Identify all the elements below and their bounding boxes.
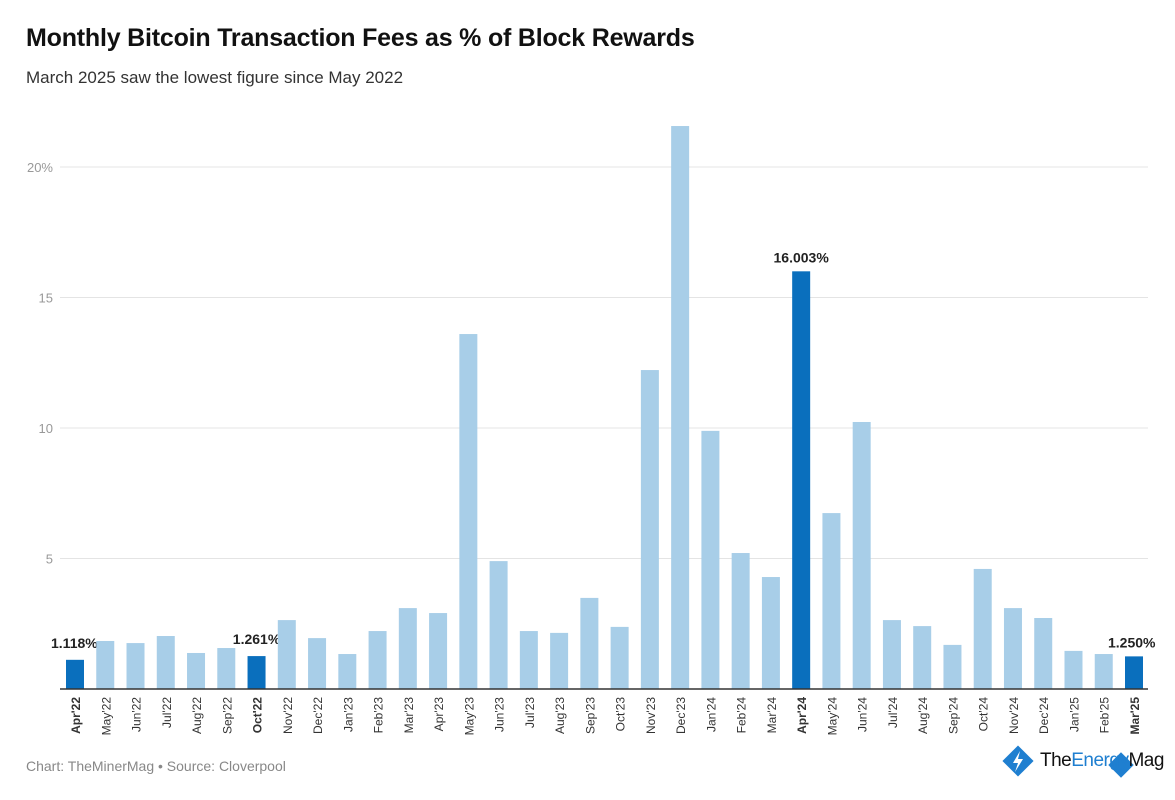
bar bbox=[277, 620, 296, 689]
x-tick-label: Nov'24 bbox=[1007, 697, 1021, 734]
data-label: 1.250% bbox=[1108, 634, 1156, 650]
data-label: 1.118% bbox=[51, 635, 98, 651]
source-footer: Chart: TheMinerMag • Source: Cloverpool bbox=[26, 758, 286, 774]
bar bbox=[398, 608, 417, 689]
x-tick-label: Jul'23 bbox=[523, 697, 537, 728]
bar bbox=[822, 513, 841, 689]
bar bbox=[489, 561, 508, 689]
bar bbox=[671, 126, 690, 689]
bar bbox=[459, 334, 478, 689]
x-tick-label: Mar'25 bbox=[1128, 697, 1142, 735]
x-tick-label: Jul'24 bbox=[886, 697, 900, 728]
bar bbox=[247, 656, 266, 689]
bar bbox=[66, 659, 84, 689]
bar bbox=[580, 597, 599, 689]
x-tick-label: Feb'23 bbox=[372, 697, 386, 734]
logo-text-mag: Mag bbox=[1128, 750, 1164, 771]
x-tick-label: Jan'25 bbox=[1067, 697, 1081, 732]
bar bbox=[1003, 608, 1022, 689]
x-tick-label: Sep'24 bbox=[946, 697, 960, 734]
data-label: 1.261% bbox=[233, 631, 281, 647]
x-tick-label: May'24 bbox=[825, 697, 839, 736]
bar bbox=[368, 631, 387, 689]
data-label: 16.003% bbox=[774, 249, 830, 265]
x-tick-label: Jun'22 bbox=[130, 697, 144, 732]
chart-subtitle: March 2025 saw the lowest figure since M… bbox=[26, 68, 404, 87]
bar bbox=[156, 636, 175, 689]
x-tick-label: Jun'24 bbox=[856, 697, 870, 732]
bar bbox=[701, 430, 720, 689]
bar bbox=[913, 626, 932, 689]
x-tick-label: Oct'23 bbox=[614, 697, 628, 732]
bar bbox=[610, 626, 629, 689]
x-tick-label: Jan'24 bbox=[704, 697, 718, 732]
x-tick-label: Apr'22 bbox=[69, 697, 83, 734]
bar bbox=[1125, 656, 1143, 689]
y-tick-label: 10 bbox=[39, 421, 53, 436]
x-tick-label: Dec'24 bbox=[1037, 697, 1051, 734]
x-tick-label: Oct'22 bbox=[251, 697, 265, 734]
bar bbox=[852, 421, 871, 689]
y-tick-label: 5 bbox=[46, 552, 53, 567]
x-tick-label: Jul'22 bbox=[160, 697, 174, 728]
bar bbox=[338, 654, 357, 689]
bar bbox=[973, 568, 992, 689]
logo-text: TheEnergyMag bbox=[1040, 750, 1164, 772]
y-tick-label: 20% bbox=[27, 160, 53, 175]
x-tick-label: Sep'23 bbox=[583, 697, 597, 734]
bar bbox=[217, 648, 236, 689]
bar bbox=[187, 652, 206, 689]
bar bbox=[761, 577, 780, 689]
bar bbox=[519, 631, 538, 689]
x-tick-label: Dec'22 bbox=[311, 697, 325, 734]
x-tick-label: Oct'24 bbox=[977, 697, 991, 732]
logo-text-energy: Energy bbox=[1071, 750, 1129, 771]
bar bbox=[429, 613, 448, 689]
x-tick-label: Sep'22 bbox=[220, 697, 234, 734]
chart-title: Monthly Bitcoin Transaction Fees as % of… bbox=[26, 24, 695, 52]
logo-text-the: The bbox=[1040, 750, 1072, 771]
bar bbox=[882, 620, 901, 689]
bar bbox=[731, 553, 750, 689]
energy-mag-logo-icon bbox=[1002, 745, 1134, 778]
bar bbox=[792, 271, 811, 689]
x-tick-label: Jan'23 bbox=[341, 697, 355, 732]
x-tick-label: Apr'24 bbox=[795, 697, 809, 734]
x-tick-label: Nov'22 bbox=[281, 697, 295, 734]
x-tick-label: Aug'23 bbox=[553, 697, 567, 734]
bar bbox=[1094, 654, 1113, 689]
bar bbox=[96, 640, 115, 689]
bar bbox=[943, 644, 962, 689]
x-tick-label: Feb'25 bbox=[1098, 697, 1112, 734]
x-tick-label: Dec'23 bbox=[674, 697, 688, 734]
bar bbox=[308, 638, 327, 689]
bar bbox=[1064, 650, 1083, 689]
x-tick-label: Nov'23 bbox=[644, 697, 658, 734]
x-tick-label: May'23 bbox=[462, 697, 476, 736]
x-tick-label: Feb'24 bbox=[735, 697, 749, 734]
bar bbox=[640, 370, 659, 689]
x-tick-label: Apr'23 bbox=[432, 697, 446, 732]
bar bbox=[550, 632, 569, 689]
x-tick-label: Mar'23 bbox=[402, 697, 416, 734]
bar bbox=[126, 643, 145, 689]
x-tick-label: Jun'23 bbox=[493, 697, 507, 732]
x-tick-label: May'22 bbox=[99, 697, 113, 736]
x-tick-label: Aug'24 bbox=[916, 697, 930, 734]
x-tick-label: Mar'24 bbox=[765, 697, 779, 734]
bar bbox=[1034, 618, 1053, 689]
x-tick-label: Aug'22 bbox=[190, 697, 204, 734]
y-tick-label: 15 bbox=[39, 291, 53, 306]
